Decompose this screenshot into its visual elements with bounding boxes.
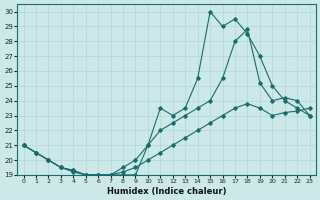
X-axis label: Humidex (Indice chaleur): Humidex (Indice chaleur) (107, 187, 226, 196)
